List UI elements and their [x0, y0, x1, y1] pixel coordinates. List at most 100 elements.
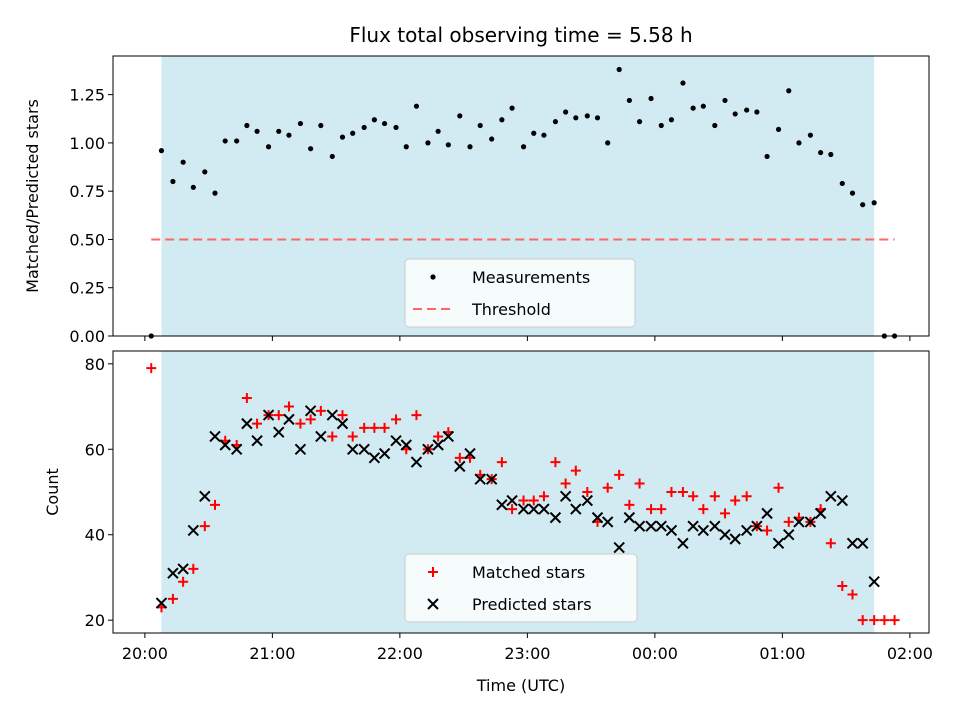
count-x-ticks: 20:00 21:00 22:00 23:00 00:00 01:00 02:00: [122, 633, 933, 663]
matched-stars-point: [210, 499, 220, 510]
y-tick-label: 20: [85, 611, 105, 630]
matched-stars-point: [550, 457, 561, 468]
predicted-stars-point: [262, 409, 275, 421]
predicted-stars-point: [326, 409, 339, 421]
measurements-point: [722, 97, 728, 104]
measurements-point: [222, 138, 228, 144]
x-tick-label: 21:00: [249, 644, 295, 663]
measurements-point: [308, 146, 314, 152]
measurements-point: [350, 130, 356, 136]
measurements-point: [796, 140, 802, 146]
x-tick-label: 02:00: [887, 644, 933, 663]
predicted-stars-point: [346, 443, 359, 455]
matched-stars-point: [411, 410, 422, 421]
measurements-point: [786, 88, 792, 94]
predicted-stars-point: [294, 443, 307, 455]
x-tick-label: 20:00: [122, 644, 168, 663]
predicted-stars-point: [665, 524, 678, 537]
ratio-x-ticks: [144, 336, 911, 341]
predicted-stars-point: [581, 494, 594, 507]
predicted-stars-point: [804, 516, 817, 528]
measurements-point: [371, 117, 377, 123]
predicted-stars-point: [825, 490, 837, 502]
matched-stars-point: [889, 615, 900, 626]
measurements-point: [297, 120, 304, 127]
matched-stars-point: [241, 393, 252, 403]
measurements-point: [244, 122, 250, 129]
predicted-stars-point: [485, 473, 498, 485]
ratio-legend: Measurements Threshold: [404, 258, 636, 328]
measurements-point: [318, 122, 324, 129]
measurements-point: [509, 105, 515, 111]
matched-stars-point: [347, 431, 358, 442]
ratio-panel: 0.00 0.25 0.50 0.75 1.00 1.25 Flux total obse…: [23, 23, 930, 346]
predicted-stars-point: [793, 516, 805, 528]
measurements-point: [860, 202, 866, 208]
predicted-stars-point: [251, 435, 263, 447]
matched-stars-point: [496, 457, 507, 468]
predicted-stars-point: [506, 494, 518, 507]
measurements-point: [871, 200, 877, 206]
predicted-stars-point: [378, 447, 391, 460]
measurements-point: [520, 144, 527, 150]
predicted-stars-point: [464, 447, 476, 460]
predicted-stars-point: [677, 537, 689, 549]
count-marks: [146, 363, 900, 626]
measurements-point: [573, 115, 579, 121]
matched-stars-point: [646, 504, 657, 515]
measurements-point: [265, 144, 272, 150]
predicted-stars-point: [432, 439, 444, 451]
measurements-point: [489, 136, 495, 142]
measurements-point: [381, 120, 388, 127]
measurements-point: [700, 103, 706, 109]
matched-stars-point: [602, 482, 613, 493]
matched-stars-point: [252, 418, 263, 429]
legend-box: [404, 258, 636, 328]
measurements-point: [616, 66, 622, 73]
measurements-point: [158, 148, 165, 154]
predicted-stars-point: [601, 516, 614, 528]
ratio-y-axis-label: Matched/Predicted stars: [23, 99, 42, 293]
y-tick-label: 0.50: [69, 230, 105, 249]
predicted-stars-point: [846, 537, 859, 549]
predicted-stars-point: [740, 524, 753, 537]
predicted-stars-point: [209, 430, 221, 443]
predicted-stars-point: [570, 503, 582, 515]
predicted-stars-point: [187, 524, 200, 537]
measurements-point: [467, 144, 473, 150]
matched-stars-point: [305, 414, 316, 425]
predicted-stars-point: [474, 473, 486, 485]
measurements-point: [754, 109, 760, 115]
ratio-marks: [148, 66, 898, 339]
matched-stars-point: [666, 487, 677, 497]
matched-stars-point: [283, 401, 294, 412]
predicted-stars-point: [868, 576, 880, 588]
predicted-stars-point: [645, 520, 657, 532]
y-tick-label: 80: [85, 355, 105, 374]
matched-stars-point: [869, 615, 880, 626]
measurements-point: [807, 132, 814, 138]
predicted-stars-point: [613, 541, 625, 554]
matched-stars-point: [391, 414, 402, 425]
matched-stars-point: [518, 495, 529, 506]
matched-stars-point: [337, 410, 348, 421]
matched-stars-point: [656, 504, 667, 515]
measurements-point: [212, 190, 218, 196]
predicted-stars-point: [442, 430, 455, 443]
matched-stars-point: [730, 495, 741, 506]
y-tick-label: 1.25: [69, 86, 105, 105]
x-tick-label: 22:00: [377, 644, 423, 663]
predicted-stars-point: [709, 520, 721, 532]
measurements-point: [775, 126, 782, 132]
predicted-stars-point: [761, 507, 773, 520]
predicted-stars-point: [814, 507, 827, 520]
predicted-stars-point: [559, 490, 572, 502]
matched-stars-point: [857, 615, 868, 626]
measurements-point: [445, 142, 451, 148]
matched-stars-point: [570, 465, 581, 476]
predicted-stars-point: [783, 529, 795, 541]
predicted-stars-point: [687, 520, 699, 532]
measurements-point: [457, 113, 463, 119]
y-tick-label: 0.25: [69, 279, 105, 298]
